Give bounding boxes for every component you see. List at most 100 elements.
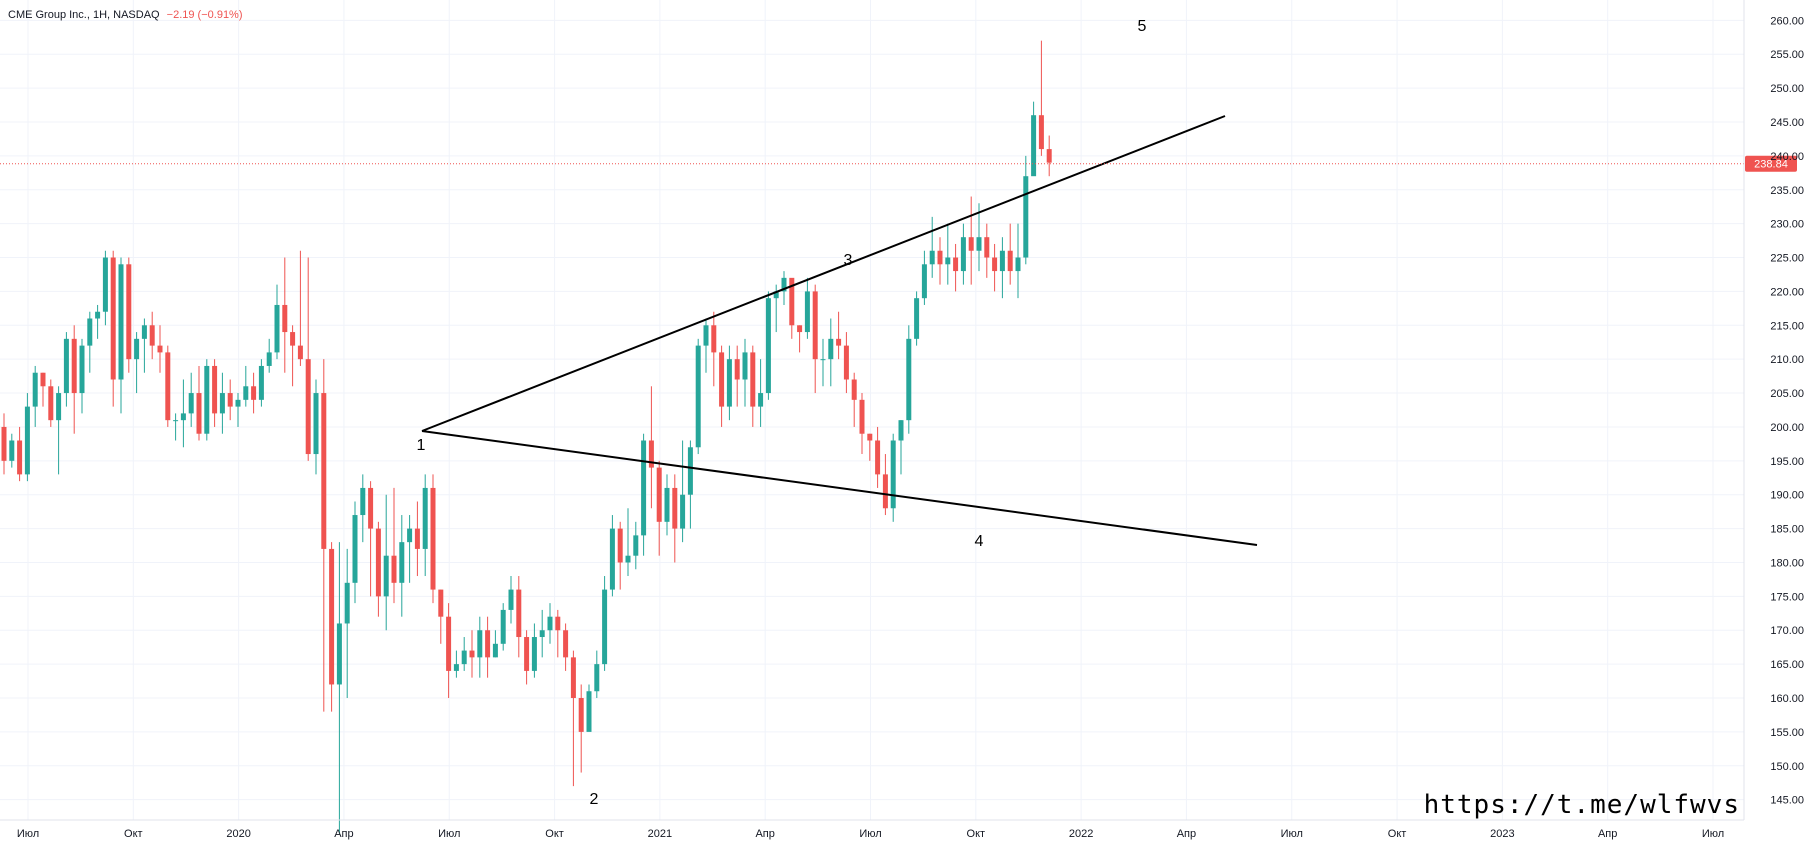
candle-body	[391, 555, 397, 583]
current-price-line: 238.84	[0, 155, 1797, 172]
time-tick-label: 2020	[226, 828, 250, 840]
candle	[95, 304, 101, 339]
candle-body	[282, 304, 288, 333]
time-tick-label: Июл	[1702, 828, 1724, 840]
candle-body	[781, 277, 787, 292]
time-axis[interactable]: Июл Окт 2020 Апр Июл Окт 2021 Апр Июл Окт 2022 Апр И…	[0, 819, 1744, 840]
candle	[79, 338, 85, 414]
price-tick-label: 155.00	[1770, 727, 1804, 739]
candle-body	[227, 393, 233, 407]
time-tick-label: Окт	[124, 828, 143, 840]
candle-body	[180, 413, 186, 421]
candle-body	[1046, 149, 1052, 163]
candle	[134, 332, 140, 394]
candle-body	[17, 440, 23, 475]
candle-body	[594, 664, 600, 692]
time-tick-label: Июл	[1281, 828, 1303, 840]
candle-body	[945, 257, 951, 265]
symbol-legend: CME Group Inc., 1H, NASDAQ −2.19 (−0.91%…	[8, 9, 243, 21]
candle	[820, 338, 826, 387]
price-tick-label: 145.00	[1770, 795, 1804, 807]
candle-body	[898, 420, 904, 441]
candle-body	[368, 487, 374, 529]
candle-body	[446, 616, 452, 671]
candle-body	[1007, 250, 1013, 272]
candle-body	[407, 528, 413, 543]
time-tick-label: Окт	[1388, 828, 1407, 840]
candle	[9, 433, 15, 468]
candle-body	[258, 365, 264, 400]
candle	[173, 413, 179, 441]
candle	[297, 250, 303, 366]
candle	[329, 542, 335, 712]
price-axis[interactable]: 145.00 150.00 155.00 160.00 165.00 170.00 175.…	[1743, 0, 1804, 820]
candle	[648, 386, 654, 509]
candle-body	[251, 386, 257, 400]
candle	[524, 630, 530, 685]
candle	[219, 372, 225, 434]
candle	[383, 494, 389, 631]
candle	[578, 684, 584, 773]
candle-body	[321, 393, 327, 549]
candle-body	[617, 528, 623, 563]
candle	[703, 318, 709, 373]
candle	[212, 359, 218, 427]
candle	[360, 474, 366, 543]
candle	[1015, 223, 1021, 299]
candle	[984, 223, 990, 278]
candle-body	[664, 487, 670, 522]
trendline-upper[interactable]	[421, 115, 1226, 432]
candle-body	[695, 345, 701, 448]
candle-body	[500, 609, 506, 644]
price-tick-label: 205.00	[1770, 388, 1804, 400]
candle	[992, 243, 998, 292]
candle-body	[820, 359, 826, 361]
candle	[165, 345, 171, 427]
price-tick-label: 175.00	[1770, 591, 1804, 603]
candle	[570, 650, 576, 787]
candle-body	[859, 399, 865, 434]
candle-body	[422, 487, 428, 549]
candle	[477, 616, 483, 678]
candle	[563, 623, 569, 671]
candle-body	[875, 440, 881, 475]
candle-body	[641, 440, 647, 536]
price-tick-label: 150.00	[1770, 761, 1804, 773]
candle-body	[40, 372, 46, 387]
candle	[999, 237, 1005, 299]
candle-body	[890, 440, 896, 509]
candle-body	[711, 325, 717, 353]
candle-body	[360, 487, 366, 516]
candle-body	[680, 494, 686, 529]
candle	[953, 243, 959, 292]
candle-body	[726, 359, 732, 407]
candle	[313, 379, 319, 475]
candle	[1023, 155, 1029, 265]
candle	[375, 521, 381, 617]
candle	[555, 609, 561, 658]
candle	[290, 325, 296, 387]
candle-body	[157, 345, 163, 353]
candle	[196, 365, 202, 441]
candle	[48, 379, 54, 427]
price-tick-label: 210.00	[1770, 354, 1804, 366]
candle-body	[953, 257, 959, 272]
candle	[157, 325, 163, 373]
candle-body	[453, 664, 459, 671]
candle-body	[812, 291, 818, 360]
candle-body	[976, 237, 982, 251]
candle	[890, 433, 896, 522]
candle	[336, 542, 342, 834]
time-tick-label: Апр	[1177, 828, 1196, 840]
candle	[921, 250, 927, 305]
candle-body	[570, 657, 576, 699]
candle	[875, 426, 881, 488]
trendline-lower[interactable]	[421, 430, 1258, 546]
candle-body	[992, 257, 998, 272]
wave-label-5: 5	[1138, 18, 1147, 35]
candle	[828, 318, 834, 387]
candle-body	[141, 325, 147, 339]
candle	[32, 365, 38, 427]
